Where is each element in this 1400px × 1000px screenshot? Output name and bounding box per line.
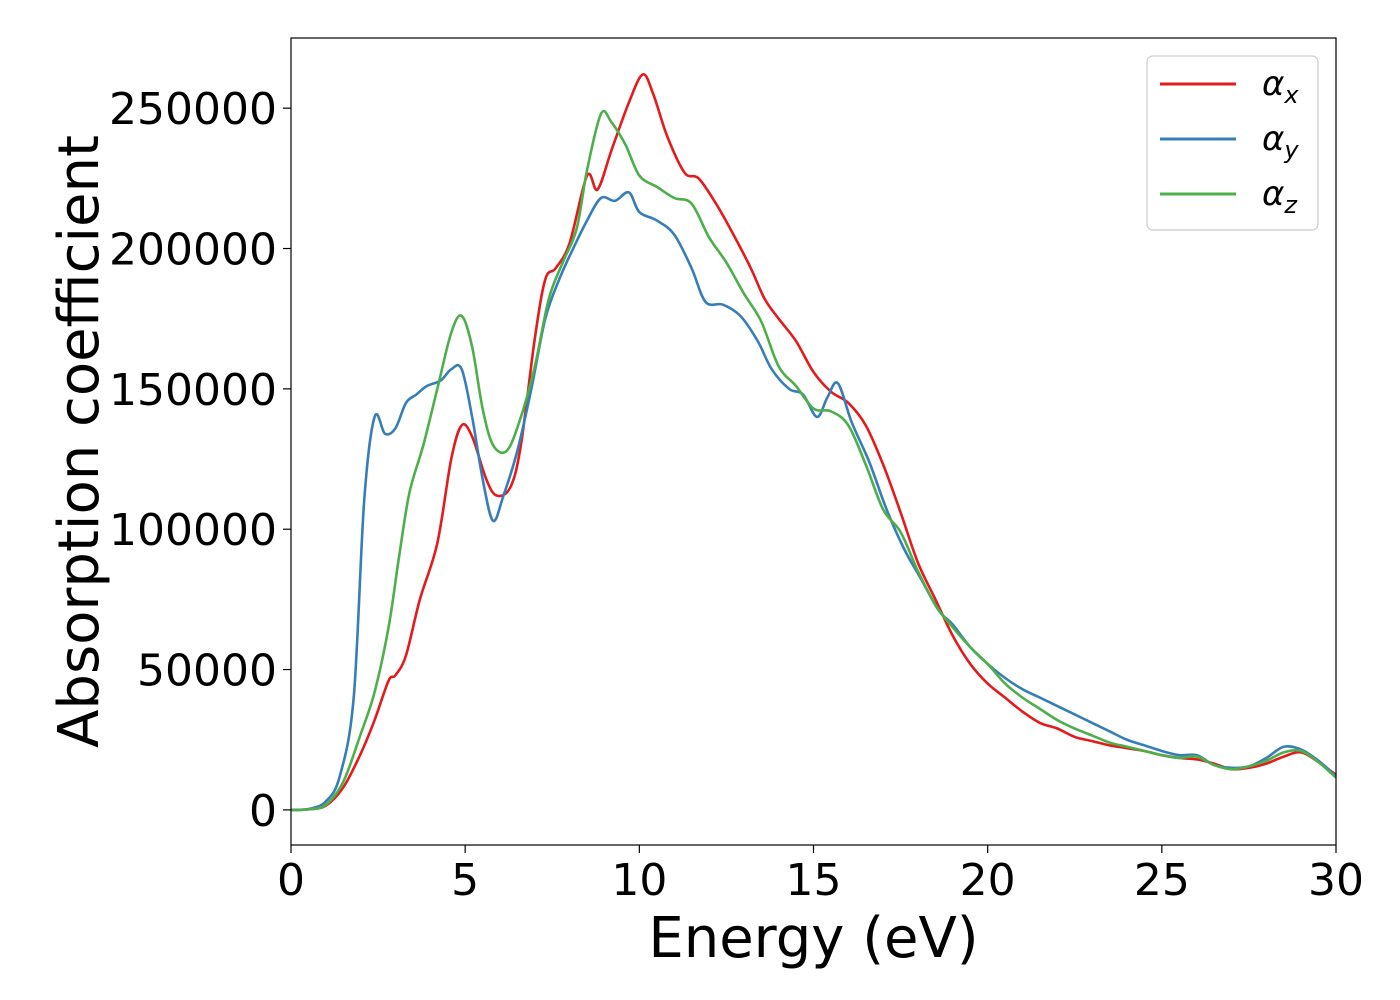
x-tick-label: 25 (1134, 855, 1190, 906)
legend-box (1146, 55, 1319, 231)
x-tick-label: 30 (1308, 855, 1364, 906)
y-tick-label: 100000 (109, 505, 277, 556)
series-line-y (290, 190, 1337, 812)
y-tick-label: 0 (249, 786, 277, 837)
x-tick-label: 10 (611, 855, 667, 906)
series-line-z (290, 109, 1337, 812)
y-axis: 0 50000 100000 150000 200000 250000 (109, 84, 291, 837)
x-axis: 0 5 10 15 20 25 30 (277, 845, 1364, 906)
x-tick-label: 0 (277, 855, 305, 906)
y-tick-label: 250000 (109, 84, 277, 135)
y-axis-title: Absorption coefficient (47, 135, 112, 748)
x-tick-label: 20 (960, 855, 1016, 906)
series-layer (290, 73, 1337, 812)
y-tick-label: 150000 (109, 365, 277, 416)
y-tick-label: 200000 (109, 225, 277, 276)
y-tick-label: 50000 (137, 646, 277, 697)
x-tick-label: 15 (786, 855, 842, 906)
x-tick-label: 5 (451, 855, 479, 906)
x-axis-title: Energy (eV) (648, 906, 978, 971)
